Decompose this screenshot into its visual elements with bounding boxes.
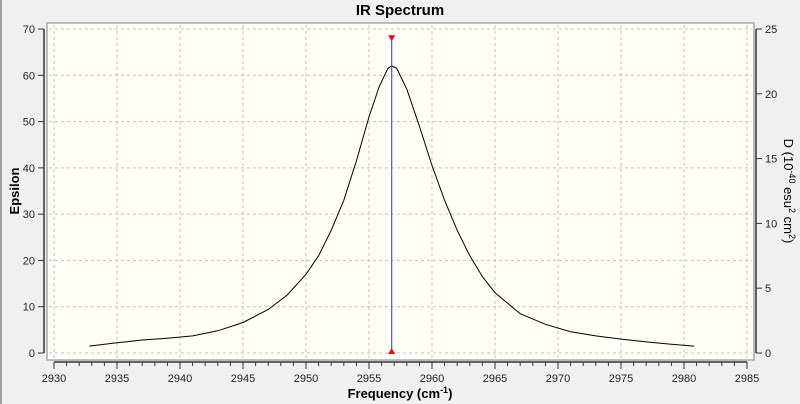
y2-tick-label: 25 — [765, 24, 777, 36]
x-tick-label: 2970 — [546, 373, 570, 385]
y2-tick-label: 20 — [765, 89, 777, 101]
x-tick-label: 2960 — [420, 373, 444, 385]
axes: 0 10 20 30 40 50 60 70 0 5 10 15 20 25 2930 2935 2940 294… — [23, 24, 778, 385]
stick-bottom-marker — [388, 348, 396, 354]
y2-tick-label: 5 — [765, 283, 771, 295]
plot-background — [46, 22, 755, 361]
y2-tick-label: 15 — [765, 154, 777, 166]
plot-area — [46, 22, 755, 361]
stick-lines — [388, 35, 396, 354]
chart-title: IR Spectrum — [355, 2, 445, 19]
y2-axis-label: D (10-40 esu2 cm2) — [781, 139, 797, 244]
x-tick-label: 2985 — [735, 373, 759, 385]
y-tick-label: 50 — [23, 117, 35, 129]
y-tick-label: 30 — [23, 209, 35, 221]
grid-lines — [49, 25, 752, 358]
window-frame — [0, 0, 2, 404]
y-tick-label: 40 — [23, 163, 35, 175]
x-tick-label: 2945 — [231, 373, 255, 385]
y-tick-label: 70 — [23, 24, 35, 36]
x-tick-label: 2975 — [609, 373, 633, 385]
stick-top-marker — [388, 35, 396, 42]
x-tick-label: 2950 — [294, 373, 318, 385]
y-tick-label: 10 — [23, 302, 35, 314]
y2-tick-label: 10 — [765, 218, 777, 230]
x-tick-label: 2940 — [168, 373, 192, 385]
x-tick-label: 2930 — [42, 373, 66, 385]
x-tick-label: 2980 — [672, 373, 696, 385]
x-tick-label: 2955 — [357, 373, 381, 385]
y-tick-label: 60 — [23, 70, 35, 82]
y-tick-label: 0 — [29, 348, 35, 360]
y-tick-label: 20 — [23, 255, 35, 267]
x-tick-label: 2965 — [483, 373, 507, 385]
x-axis-label: Frequency (cm-1) — [348, 385, 453, 401]
y2-tick-label: 0 — [765, 348, 771, 360]
x-tick-label: 2935 — [105, 373, 129, 385]
y-axis-label: Epsilon — [7, 167, 22, 214]
